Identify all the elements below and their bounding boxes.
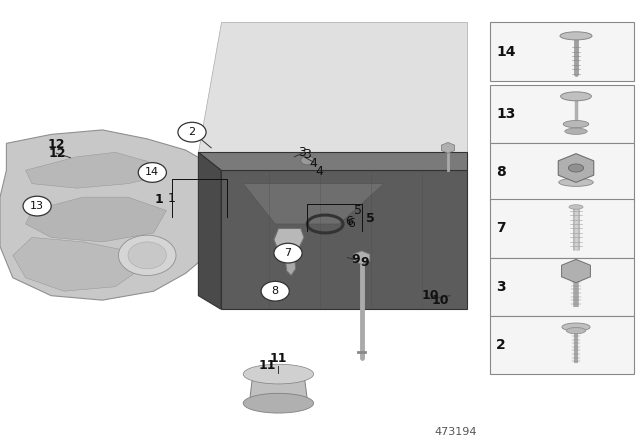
- FancyBboxPatch shape: [490, 199, 634, 258]
- Text: 13: 13: [496, 107, 515, 121]
- Polygon shape: [285, 255, 296, 276]
- Ellipse shape: [568, 164, 584, 172]
- FancyBboxPatch shape: [490, 143, 634, 202]
- Text: 14: 14: [496, 44, 515, 59]
- Text: 7: 7: [496, 221, 506, 236]
- FancyBboxPatch shape: [490, 85, 634, 143]
- Text: 8: 8: [496, 165, 506, 180]
- Text: 9: 9: [351, 253, 360, 267]
- Ellipse shape: [243, 393, 314, 413]
- Polygon shape: [198, 152, 221, 309]
- Circle shape: [301, 156, 314, 165]
- Text: 12: 12: [49, 146, 67, 160]
- Circle shape: [274, 243, 302, 263]
- Polygon shape: [0, 130, 230, 300]
- Polygon shape: [221, 170, 467, 309]
- Ellipse shape: [560, 32, 592, 40]
- Polygon shape: [26, 197, 166, 242]
- Ellipse shape: [569, 205, 583, 209]
- Text: 5: 5: [366, 211, 375, 225]
- Text: 11: 11: [269, 352, 287, 365]
- Text: 14: 14: [145, 168, 159, 177]
- Text: 1: 1: [154, 193, 163, 206]
- Text: 1: 1: [168, 191, 175, 205]
- Text: 13: 13: [30, 201, 44, 211]
- Circle shape: [178, 122, 206, 142]
- Polygon shape: [26, 152, 166, 188]
- Polygon shape: [198, 152, 467, 170]
- Polygon shape: [274, 228, 304, 255]
- Text: 11: 11: [259, 358, 276, 372]
- Ellipse shape: [559, 178, 593, 186]
- Ellipse shape: [566, 327, 586, 334]
- Text: 6: 6: [345, 215, 353, 228]
- Polygon shape: [243, 184, 384, 224]
- FancyBboxPatch shape: [490, 316, 634, 374]
- Text: 3: 3: [303, 148, 311, 161]
- Text: 8: 8: [271, 286, 279, 296]
- FancyBboxPatch shape: [490, 258, 634, 316]
- Text: 9: 9: [360, 255, 369, 269]
- Ellipse shape: [243, 364, 314, 384]
- Text: 2: 2: [496, 338, 506, 352]
- Polygon shape: [250, 374, 307, 401]
- Text: 473194: 473194: [435, 427, 477, 437]
- Text: 4: 4: [316, 165, 323, 178]
- Ellipse shape: [562, 323, 590, 331]
- Text: 3: 3: [298, 146, 306, 159]
- Circle shape: [138, 163, 166, 182]
- Text: 6: 6: [348, 216, 355, 230]
- Ellipse shape: [563, 121, 589, 128]
- Text: 4: 4: [310, 157, 317, 170]
- Polygon shape: [198, 22, 467, 152]
- Polygon shape: [13, 237, 141, 291]
- Text: 3: 3: [496, 280, 506, 294]
- Circle shape: [23, 196, 51, 216]
- Circle shape: [261, 281, 289, 301]
- Text: 5: 5: [355, 204, 362, 217]
- Text: 12: 12: [47, 138, 65, 151]
- Ellipse shape: [561, 92, 591, 101]
- Text: 2: 2: [188, 127, 196, 137]
- Text: 10: 10: [432, 293, 449, 307]
- Text: 7: 7: [284, 248, 292, 258]
- Ellipse shape: [564, 128, 588, 134]
- FancyBboxPatch shape: [490, 22, 634, 81]
- Text: 10: 10: [421, 289, 439, 302]
- Circle shape: [128, 242, 166, 269]
- Circle shape: [118, 235, 176, 276]
